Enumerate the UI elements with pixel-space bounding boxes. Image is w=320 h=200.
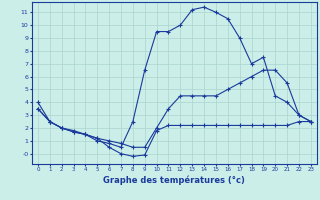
X-axis label: Graphe des températures (°c): Graphe des températures (°c) xyxy=(103,175,245,185)
